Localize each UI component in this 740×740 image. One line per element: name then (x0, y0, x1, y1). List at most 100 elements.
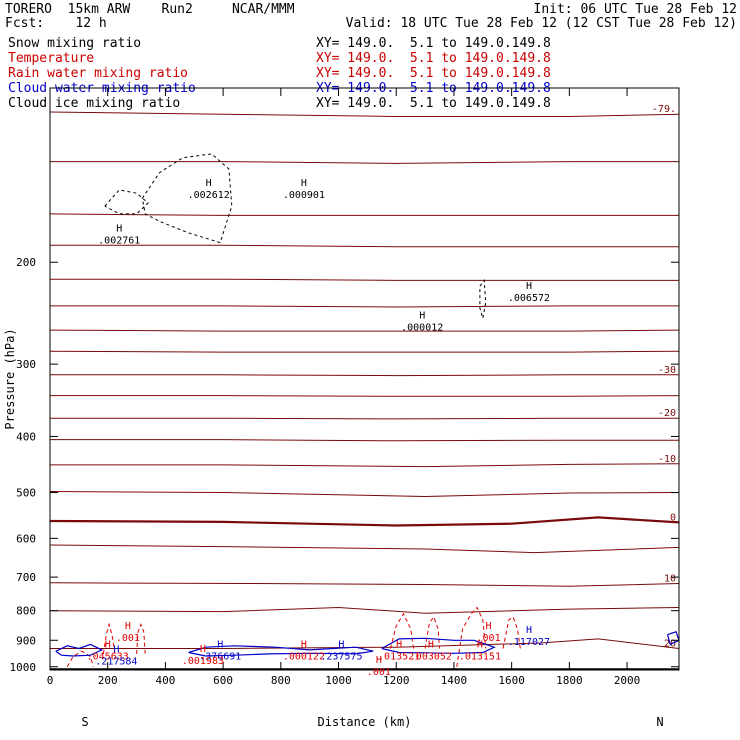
ice-contour-0 (141, 153, 233, 244)
cloud-water-contours (55, 631, 680, 657)
isotherm-12 (50, 463, 680, 468)
maximum-value-13: .237575 (320, 652, 362, 663)
isotherm-0 (49, 111, 680, 117)
maximum-value-10: .376691 (199, 652, 241, 663)
y-tick-label-1: 300 (16, 358, 36, 371)
y-axis-label: Pressure (hPa) (3, 328, 17, 429)
x-tick-label-1: 200 (98, 674, 118, 687)
header-line2-left: Fcst: 12 h (5, 16, 107, 31)
isotherm-18 (50, 638, 680, 649)
x-tick-label-2: 400 (155, 674, 175, 687)
legend-xy-0: XY= 149.0. 5.1 to 149.0.149.8 (316, 36, 551, 51)
isotherm-1 (50, 161, 679, 164)
rain-contour-1 (136, 623, 146, 654)
maximum-marker-12: H (301, 640, 307, 651)
maximum-marker-17: H (376, 655, 382, 666)
maximum-marker-0: H (206, 178, 212, 189)
legend-name-1: Temperature (8, 51, 95, 66)
maximum-marker-1: H (301, 178, 307, 189)
maximum-marker-9: H (113, 644, 119, 655)
tick-labels: 0 200 400 600 800 1000 1200 1400 1600 1800 2000200… (3, 88, 679, 729)
isotherm-label-8: -30 (658, 365, 676, 376)
maximum-value-14: .013521 (378, 652, 420, 663)
ice-contour-1 (104, 189, 149, 215)
rain-contour-6 (66, 650, 94, 668)
maximum-marker-16: H (477, 640, 483, 651)
maximum-value-7: .117027 (508, 637, 550, 648)
legend-name-0: Snow mixing ratio (8, 36, 142, 51)
maximum-value-11: .001983 (182, 656, 224, 667)
maximum-marker-15: H (428, 640, 434, 651)
isotherm-2 (49, 213, 679, 216)
x-tick-label-6: 1200 (383, 674, 410, 687)
maximum-value-1: .000901 (283, 190, 325, 201)
maximum-marker-7: H (526, 625, 532, 636)
maximum-value-16: .013151 (459, 652, 501, 663)
ice-contour-2 (479, 279, 487, 319)
isotherm-6 (49, 329, 680, 332)
endpoint-label-right: N (656, 715, 663, 729)
x-tick-label-10: 2000 (614, 674, 641, 687)
isotherm-label-12: -10 (658, 454, 676, 465)
maximum-marker-13: H (338, 640, 344, 651)
isotherm-3 (50, 244, 679, 248)
isotherm-17 (49, 606, 680, 614)
isotherm-8 (50, 374, 679, 377)
y-tick-label-2: 400 (16, 430, 36, 443)
maximum-marker-10: H (217, 640, 223, 651)
x-tick-label-0: 0 (47, 674, 54, 687)
isotherm-label-14: 0 (670, 512, 676, 523)
maximum-value-15: .003052 (410, 652, 452, 663)
rain-contour-2 (390, 612, 415, 649)
cloud-contour-2 (381, 637, 496, 654)
maximum-value-8: .045633 (87, 652, 129, 663)
axes (49, 87, 680, 671)
isotherm-label-10: -20 (658, 408, 676, 419)
y-tick-label-6: 800 (16, 605, 36, 618)
maximum-marker-5: H (125, 621, 131, 632)
maxima-labels: H.002612H.000901H.002761H.006572H.000012… (87, 178, 550, 678)
rain-contour-3 (424, 615, 440, 649)
y-tick-label-4: 600 (16, 532, 36, 545)
legend-xy-1: XY= 149.0. 5.1 to 149.0.149.8 (316, 51, 551, 66)
isotherm-11 (50, 439, 679, 442)
x-axis-label: Distance (km) (318, 715, 412, 729)
maximum-marker-3: H (526, 281, 532, 292)
y-tick-label-0: 200 (16, 256, 36, 269)
x-tick-label-9: 1800 (556, 674, 583, 687)
rain-contours (66, 606, 521, 668)
maximum-value-17: .001 (367, 667, 391, 678)
maximum-value-12: .000122 (283, 652, 325, 663)
maximum-value-6: .001 (477, 633, 501, 644)
x-tick-label-5: 1000 (325, 674, 352, 687)
header-line1-left: TORERO 15km ARW Run2 NCAR/MMM (5, 2, 295, 17)
isotherm-9 (50, 395, 680, 397)
isotherm-label-0: -79. (652, 104, 676, 115)
cloud-contour-0 (55, 643, 104, 657)
header-line1-right: Init: 06 UTC Tue 28 Feb 12 (533, 2, 738, 17)
header-line2-right: Valid: 18 UTC Tue 28 Feb 12 (12 CST Tue … (345, 16, 737, 31)
isotherm-13 (49, 491, 680, 498)
maximum-marker-6: H (486, 621, 492, 632)
maximum-value-2: .002761 (98, 236, 140, 247)
isotherm-14 (49, 516, 680, 527)
y-tick-label-5: 700 (16, 571, 36, 584)
maximum-value-5: .001 (116, 633, 140, 644)
maximum-value-3: .006572 (508, 293, 550, 304)
x-tick-label-8: 1600 (498, 674, 525, 687)
maximum-value-9: .217584 (95, 656, 137, 667)
y-tick-label-7: 900 (16, 634, 36, 647)
maximum-marker-11: H (200, 644, 206, 655)
legend-name-4: Cloud ice mixing ratio (8, 96, 181, 111)
ice-contours (104, 153, 487, 319)
legend-xy-2: XY= 149.0. 5.1 to 149.0.149.8 (316, 66, 551, 81)
isotherm-4 (50, 278, 679, 281)
maximum-marker-4: H (419, 310, 425, 321)
maximum-marker-14: H (396, 640, 402, 651)
isotherm-label-16: 10 (664, 573, 676, 584)
x-tick-label-3: 600 (213, 674, 233, 687)
maximum-marker-2: H (116, 224, 122, 235)
maximum-value-0: .002612 (188, 190, 230, 201)
